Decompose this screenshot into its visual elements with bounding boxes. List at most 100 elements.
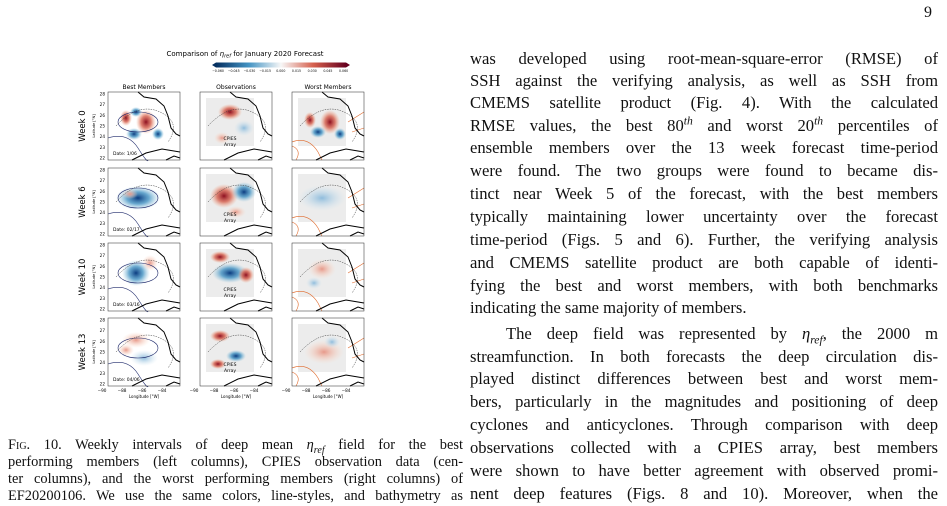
y-tick-label: 28: [100, 243, 106, 248]
text-line: was developed using root-mean-square-err…: [470, 49, 938, 68]
bathymetry: [299, 259, 358, 294]
caption-line: ter columns), and the worst performing m…: [8, 471, 463, 487]
anomaly: [334, 128, 346, 140]
y-axis-label: Latitude [°N]: [92, 114, 96, 138]
anomaly: [214, 132, 230, 144]
colorbar-tick-label: 0.015: [292, 69, 301, 73]
date-label: Date: 1/06: [113, 151, 137, 157]
text-line: ensemble members over the 13 week foreca…: [470, 138, 938, 157]
panel-border: [107, 317, 181, 387]
row-label: Week 0: [78, 110, 88, 141]
colorbar-end: [212, 62, 216, 68]
contour: [347, 337, 365, 359]
coastline: [223, 242, 273, 312]
y-axis-label: Latitude [°N]: [92, 340, 96, 364]
panel-border: [291, 242, 365, 312]
coastline: [223, 91, 273, 161]
coastline: [223, 167, 273, 237]
text-line: nent deep features (Figs. 8 and 10). Mor…: [470, 484, 938, 503]
text-line: fying the best and worst members, with b…: [470, 276, 938, 295]
anomaly: [210, 251, 230, 263]
colorbar-tick-label: −0.060: [212, 69, 224, 73]
superscript: th: [814, 114, 824, 128]
row-label: Week 6: [78, 186, 88, 217]
title-eta: η: [220, 50, 225, 58]
fig-label: Fig. 10.: [8, 437, 62, 453]
x-tick-label: −86: [230, 388, 239, 393]
text-line: streamfunction. In both forecasts the de…: [470, 347, 938, 366]
anomaly: [234, 120, 254, 136]
date-label: Date: 02/17: [113, 227, 140, 233]
bathymetry: [299, 184, 358, 219]
bathymetry: [207, 334, 266, 369]
title-text: Comparison of: [167, 50, 220, 58]
panel-border: [199, 167, 273, 237]
y-axis-label: Latitude [°N]: [92, 190, 96, 214]
colorbar: [216, 62, 346, 68]
coastline: [131, 242, 181, 312]
colorbar-tick-label: 0.030: [308, 69, 317, 73]
anomaly: [210, 359, 226, 369]
panel-border: [107, 91, 181, 161]
anomaly: [310, 126, 326, 138]
title-sub: ref: [224, 54, 232, 60]
anomaly: [122, 332, 150, 348]
colorbar-tick-label: −0.015: [259, 69, 271, 73]
text: , the 2000 m: [822, 324, 938, 343]
x-tick-label: −90: [98, 388, 107, 393]
bathymetry: [115, 259, 174, 294]
figure: Comparison of ηref for January 2020 Fore…: [78, 50, 365, 399]
row-label: Week 13: [78, 334, 88, 371]
map-panel: Date: 02/17: [107, 167, 181, 238]
bathymetry: [207, 259, 266, 294]
map-panel: Date: 04/06: [107, 317, 181, 388]
cpies-label: CPIES: [224, 362, 237, 368]
x-axis-label: Longitude [°W]: [129, 394, 160, 399]
panel-border: [107, 167, 181, 237]
y-tick-label: 24: [100, 285, 106, 290]
anomaly: [120, 110, 132, 126]
map-panel: [291, 167, 365, 237]
contour: [117, 111, 159, 133]
text-line: bers, particularly in the magnitudes and…: [470, 392, 938, 411]
colorbar-tick-label: −0.030: [244, 69, 256, 73]
bathymetry: [115, 108, 174, 143]
column-title: Observations: [216, 84, 256, 91]
y-tick-label: 26: [100, 264, 106, 269]
text-line: time-period (Figs. 5 and 6). Further, th…: [470, 230, 938, 249]
map-panel: [291, 317, 365, 387]
contour: [117, 187, 159, 209]
x-tick-label: −90: [190, 388, 199, 393]
anomaly: [122, 189, 138, 199]
text: RMSE values, the best 80: [470, 116, 684, 135]
bathymetry: [115, 184, 174, 219]
page-number: 9: [924, 4, 932, 21]
bathymetry: [207, 108, 266, 143]
anomaly: [238, 267, 254, 283]
text-line: tinct near Week 5 of the forecast, with …: [470, 184, 938, 203]
y-tick-label: 26: [100, 113, 106, 118]
coastline: [131, 91, 181, 161]
anomaly: [306, 277, 322, 289]
x-tick-label: −84: [250, 388, 259, 393]
text-line: and CMEMS satellite product are both cap…: [470, 253, 938, 272]
coastline: [315, 167, 365, 237]
coastline: [315, 91, 365, 161]
map-panel: [291, 242, 365, 312]
x-axis-label: Longitude [°W]: [221, 394, 252, 399]
text-line: were shown to have better agreement with…: [470, 461, 938, 480]
math-sub: ref: [313, 444, 325, 456]
text-line: typically maintaining lower uncertainty …: [470, 207, 938, 226]
y-tick-label: 22: [100, 382, 106, 387]
anomaly: [136, 110, 156, 134]
coastline: [315, 317, 365, 387]
text-line: cyclones and anticyclones. Through compa…: [470, 415, 938, 434]
coastline: [315, 242, 365, 312]
x-tick-label: −86: [322, 388, 331, 393]
coastline: [223, 317, 273, 387]
text-line: CMEMS satellite product (Fig. 4). With t…: [470, 93, 938, 112]
contour: [347, 187, 365, 209]
